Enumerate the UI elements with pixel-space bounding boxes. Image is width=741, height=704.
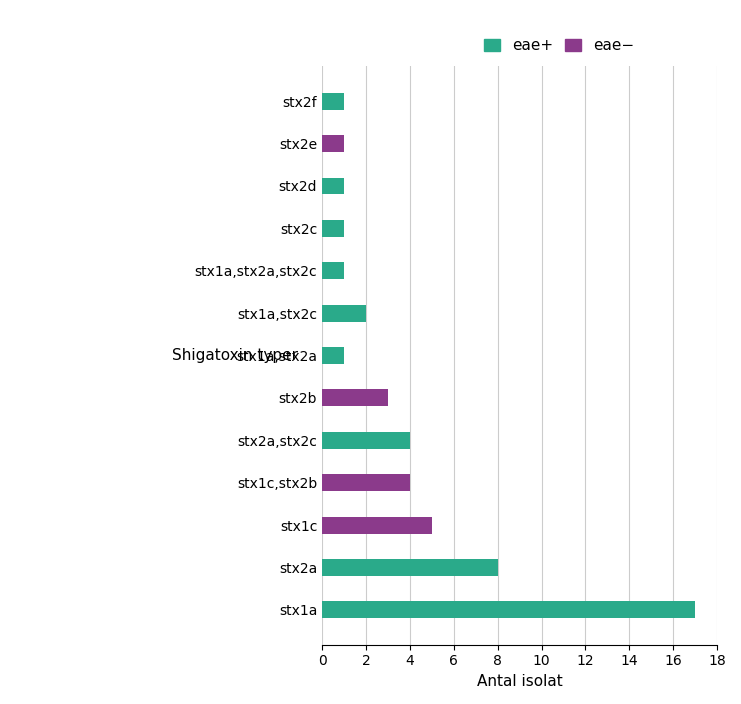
Bar [322, 220, 344, 237]
Bar [322, 305, 366, 322]
Bar [322, 559, 498, 576]
Text: Shigatoxin typer: Shigatoxin typer [172, 348, 298, 363]
Bar [322, 517, 432, 534]
X-axis label: Antal isolat: Antal isolat [476, 674, 562, 689]
Bar [322, 347, 344, 364]
Bar [322, 93, 344, 110]
Bar [322, 177, 344, 194]
Bar [322, 389, 388, 406]
Bar [322, 474, 410, 491]
Legend: eae+, eae−: eae+, eae− [480, 34, 639, 58]
Bar [322, 432, 410, 449]
Bar [322, 601, 695, 618]
Bar [322, 263, 344, 279]
Bar [322, 135, 344, 152]
